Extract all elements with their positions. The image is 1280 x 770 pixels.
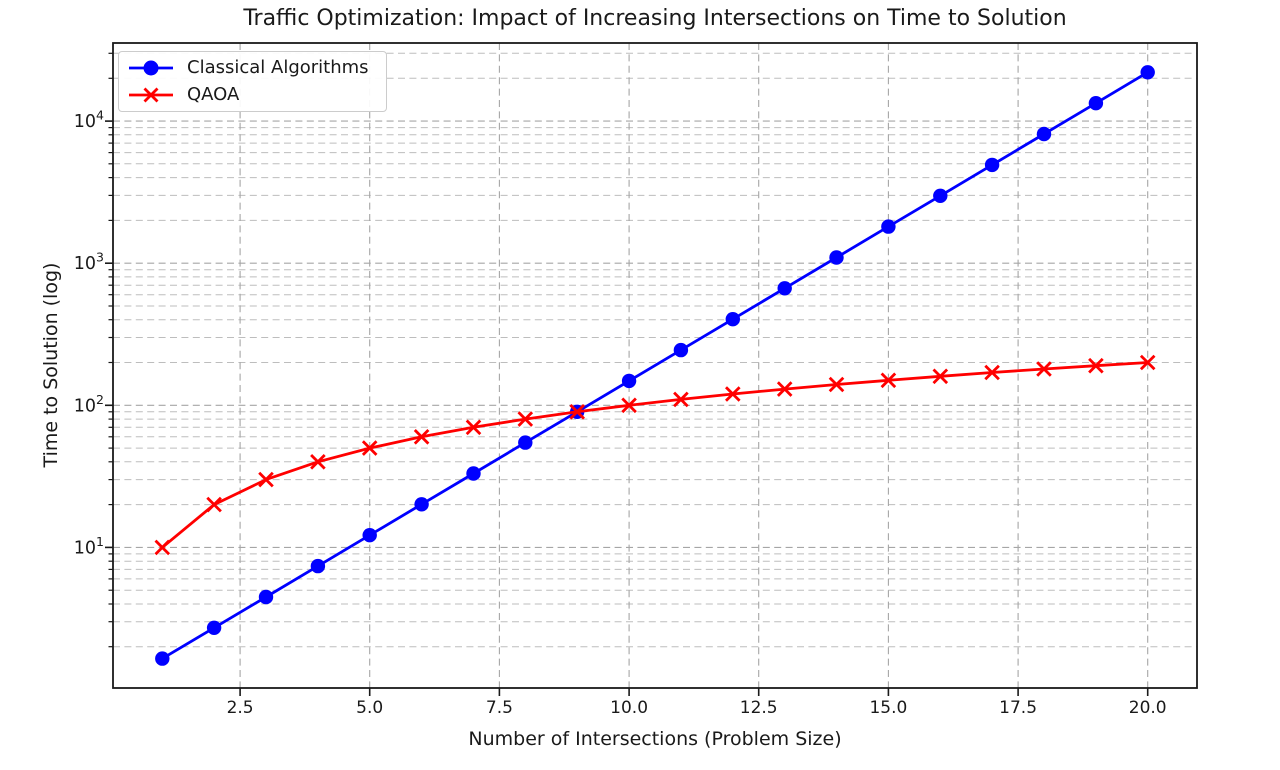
qaoa-markers xyxy=(154,354,1156,556)
legend-line-x-marker-icon xyxy=(129,87,173,103)
svg-text:5.0: 5.0 xyxy=(356,698,383,718)
svg-text:10.0: 10.0 xyxy=(610,698,648,718)
svg-text:104: 104 xyxy=(74,108,104,133)
svg-text:103: 103 xyxy=(74,250,104,275)
legend-item-qaoa: QAOA xyxy=(128,82,378,108)
axis-tick-marks xyxy=(105,52,1149,696)
y-axis-label: Time to Solution (log) xyxy=(40,262,62,468)
qaoa-line xyxy=(161,361,1148,549)
grid-minor-lines xyxy=(113,52,1197,648)
svg-text:7.5: 7.5 xyxy=(486,698,513,718)
svg-text:102: 102 xyxy=(74,392,104,417)
legend-line-circle-marker-icon xyxy=(129,60,173,76)
svg-text:12.5: 12.5 xyxy=(740,698,778,718)
legend: Classical Algorithms QAOA xyxy=(118,51,387,112)
x-axis-label: Number of Intersections (Problem Size) xyxy=(468,728,842,750)
svg-text:20.0: 20.0 xyxy=(1129,698,1167,718)
svg-text:2.5: 2.5 xyxy=(227,698,254,718)
classical-algorithms-line xyxy=(161,71,1149,660)
series-qaoa xyxy=(154,354,1156,556)
grid-major-lines xyxy=(113,43,1197,688)
svg-text:17.5: 17.5 xyxy=(999,698,1037,718)
legend-item-classical: Classical Algorithms xyxy=(128,55,378,81)
series-classical-algorithms xyxy=(155,65,1155,666)
chart-title: Traffic Optimization: Impact of Increasi… xyxy=(243,6,1067,31)
x-tick-labels: 2.5 5.0 7.5 10.0 12.5 15.0 17.5 20.0 xyxy=(227,698,1167,718)
svg-text:101: 101 xyxy=(74,534,104,559)
plot-border xyxy=(112,42,1198,689)
y-tick-labels: 101 102 103 104 xyxy=(74,108,104,559)
legend-label-classical: Classical Algorithms xyxy=(187,57,369,79)
svg-text:15.0: 15.0 xyxy=(869,698,907,718)
legend-label-qaoa: QAOA xyxy=(187,83,240,105)
